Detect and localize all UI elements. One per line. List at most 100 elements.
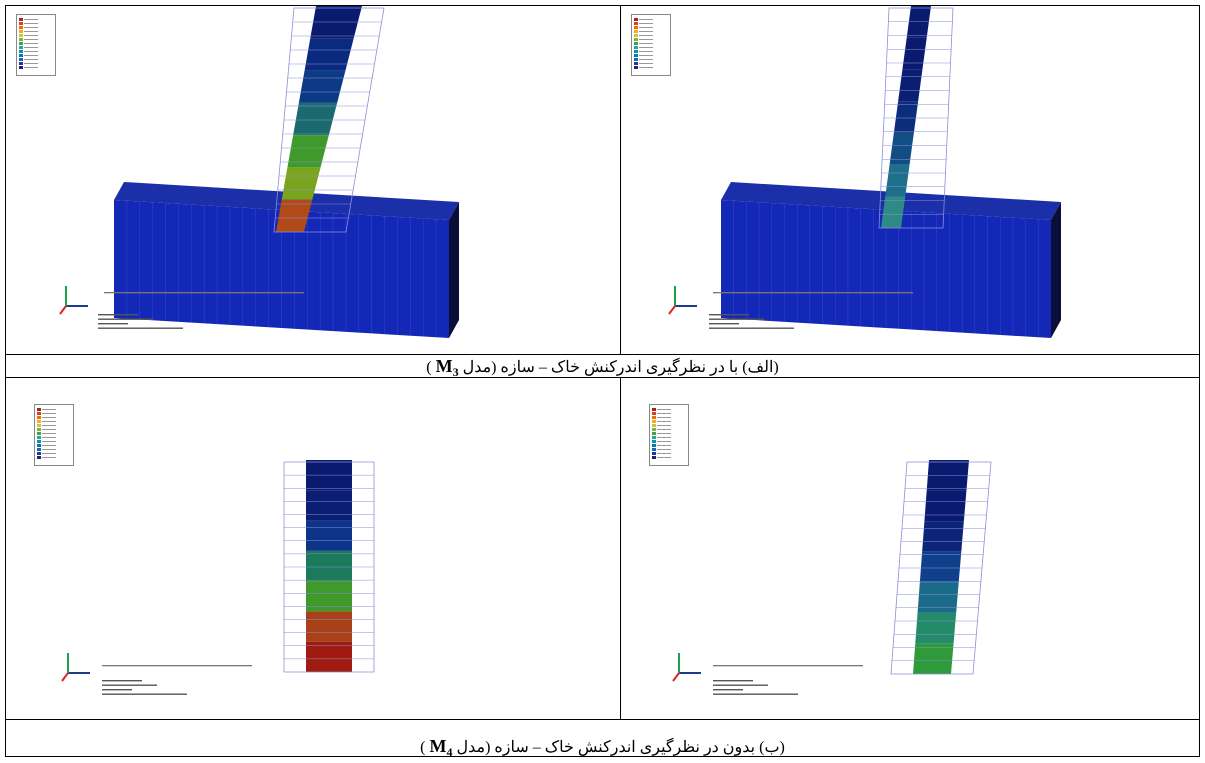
legend-swatch bbox=[37, 447, 41, 451]
column-stress-band bbox=[306, 550, 352, 582]
soil-side-face bbox=[1051, 202, 1061, 338]
column-stress-band bbox=[306, 520, 352, 551]
fem-render-a-right bbox=[668, 6, 1061, 338]
legend-swatch bbox=[634, 45, 638, 49]
legend-swatch bbox=[37, 415, 41, 419]
column-stress-band bbox=[898, 69, 923, 102]
axis-z-arrow bbox=[668, 305, 676, 315]
axis-z-arrow bbox=[59, 305, 67, 315]
step-info-block bbox=[713, 680, 798, 695]
legend-swatch bbox=[652, 443, 656, 447]
legend-swatch bbox=[634, 29, 638, 33]
legend-swatch bbox=[19, 53, 23, 57]
col-divider-top bbox=[620, 5, 621, 354]
undeformed-wireframe bbox=[283, 461, 375, 673]
column-stress-band bbox=[276, 199, 313, 232]
legend-swatch bbox=[652, 423, 656, 427]
legend-swatch bbox=[37, 439, 41, 443]
legend-swatch bbox=[19, 37, 23, 41]
contour-legend bbox=[16, 14, 56, 76]
step-info-line bbox=[713, 693, 798, 695]
caption-b: (ب) بدون در نظرگیری اندرکنش خاک – سازه (… bbox=[6, 735, 1199, 763]
column-stress-band bbox=[919, 551, 962, 583]
legend-swatch bbox=[19, 33, 23, 37]
fem-render-b-left bbox=[61, 460, 375, 695]
legend-swatch bbox=[634, 41, 638, 45]
legend-swatch bbox=[634, 21, 638, 25]
legend-swatch bbox=[19, 41, 23, 45]
legend-swatch bbox=[652, 447, 656, 451]
column-stress-band bbox=[304, 38, 354, 71]
legend-swatch bbox=[37, 451, 41, 455]
panel-b-right-model-view bbox=[621, 378, 1199, 719]
legend-swatch bbox=[37, 411, 41, 415]
row-divider-3 bbox=[5, 719, 1200, 720]
step-info-line bbox=[98, 323, 128, 325]
odb-path-line bbox=[104, 292, 304, 294]
legend-swatch bbox=[37, 423, 41, 427]
step-info-line bbox=[102, 689, 132, 691]
column-stress-band bbox=[885, 164, 910, 197]
step-info-line bbox=[102, 680, 142, 682]
step-info-line bbox=[98, 318, 153, 320]
step-info-line bbox=[709, 327, 794, 329]
caption-b-model: M bbox=[429, 736, 447, 756]
caption-a-text: (الف) با در نظرگیری اندرکنش خاک – سازه (… bbox=[458, 359, 779, 376]
step-info-line bbox=[98, 327, 183, 329]
contour-legend bbox=[649, 404, 689, 466]
step-info-line bbox=[709, 318, 764, 320]
legend-swatch bbox=[652, 427, 656, 431]
column-stress-band bbox=[306, 641, 352, 672]
legend-swatch bbox=[19, 25, 23, 29]
axis-z-arrow bbox=[61, 672, 69, 682]
legend-swatch bbox=[634, 65, 638, 69]
column-stress-band bbox=[306, 490, 352, 521]
axis-z-arrow bbox=[672, 672, 680, 682]
column-stress-band bbox=[306, 581, 352, 612]
legend-swatch bbox=[634, 33, 638, 37]
column-stress-band bbox=[889, 132, 914, 165]
odb-path-line bbox=[713, 292, 913, 294]
panel-a-right-model-view bbox=[621, 6, 1199, 354]
caption-b-close: ) bbox=[420, 739, 430, 756]
legend-swatch bbox=[652, 451, 656, 455]
caption-a-model: M bbox=[435, 356, 453, 376]
panel-b-left-model-view bbox=[6, 378, 620, 719]
legend-swatch bbox=[37, 419, 41, 423]
legend-swatch bbox=[652, 439, 656, 443]
legend-swatch bbox=[37, 443, 41, 447]
legend-swatch bbox=[652, 407, 656, 411]
legend-swatch bbox=[652, 419, 656, 423]
row-divider-1 bbox=[5, 354, 1200, 355]
legend-swatch bbox=[37, 427, 41, 431]
column-stress-band bbox=[287, 135, 329, 168]
legend-swatch bbox=[634, 37, 638, 41]
step-info-line bbox=[98, 314, 138, 316]
odb-path-line bbox=[713, 665, 863, 667]
legend-swatch bbox=[19, 57, 23, 61]
legend-swatch bbox=[634, 53, 638, 57]
legend-swatch bbox=[37, 455, 41, 459]
step-info-line bbox=[102, 684, 157, 686]
legend-swatch bbox=[19, 17, 23, 21]
legend-swatch bbox=[19, 49, 23, 53]
legend-swatch bbox=[652, 455, 656, 459]
column-stress-band bbox=[298, 70, 346, 103]
legend-swatch bbox=[19, 21, 23, 25]
row-divider-2 bbox=[5, 377, 1200, 378]
legend-swatch bbox=[652, 431, 656, 435]
caption-b-sub: 4 bbox=[446, 745, 453, 760]
fem-render-a-left bbox=[59, 6, 459, 338]
step-info-block bbox=[102, 680, 187, 695]
figure-table bbox=[5, 5, 1200, 757]
column-stress-band bbox=[922, 521, 964, 552]
column-stress-band bbox=[881, 196, 906, 228]
legend-swatch bbox=[652, 435, 656, 439]
fem-render-b-right bbox=[672, 460, 992, 695]
legend-swatch bbox=[19, 29, 23, 33]
column-stress-band bbox=[917, 582, 959, 613]
legend-swatch bbox=[634, 57, 638, 61]
caption-a-close: ) bbox=[426, 359, 436, 376]
column-stress-band bbox=[924, 490, 967, 522]
undeformed-wireframe bbox=[890, 461, 992, 675]
